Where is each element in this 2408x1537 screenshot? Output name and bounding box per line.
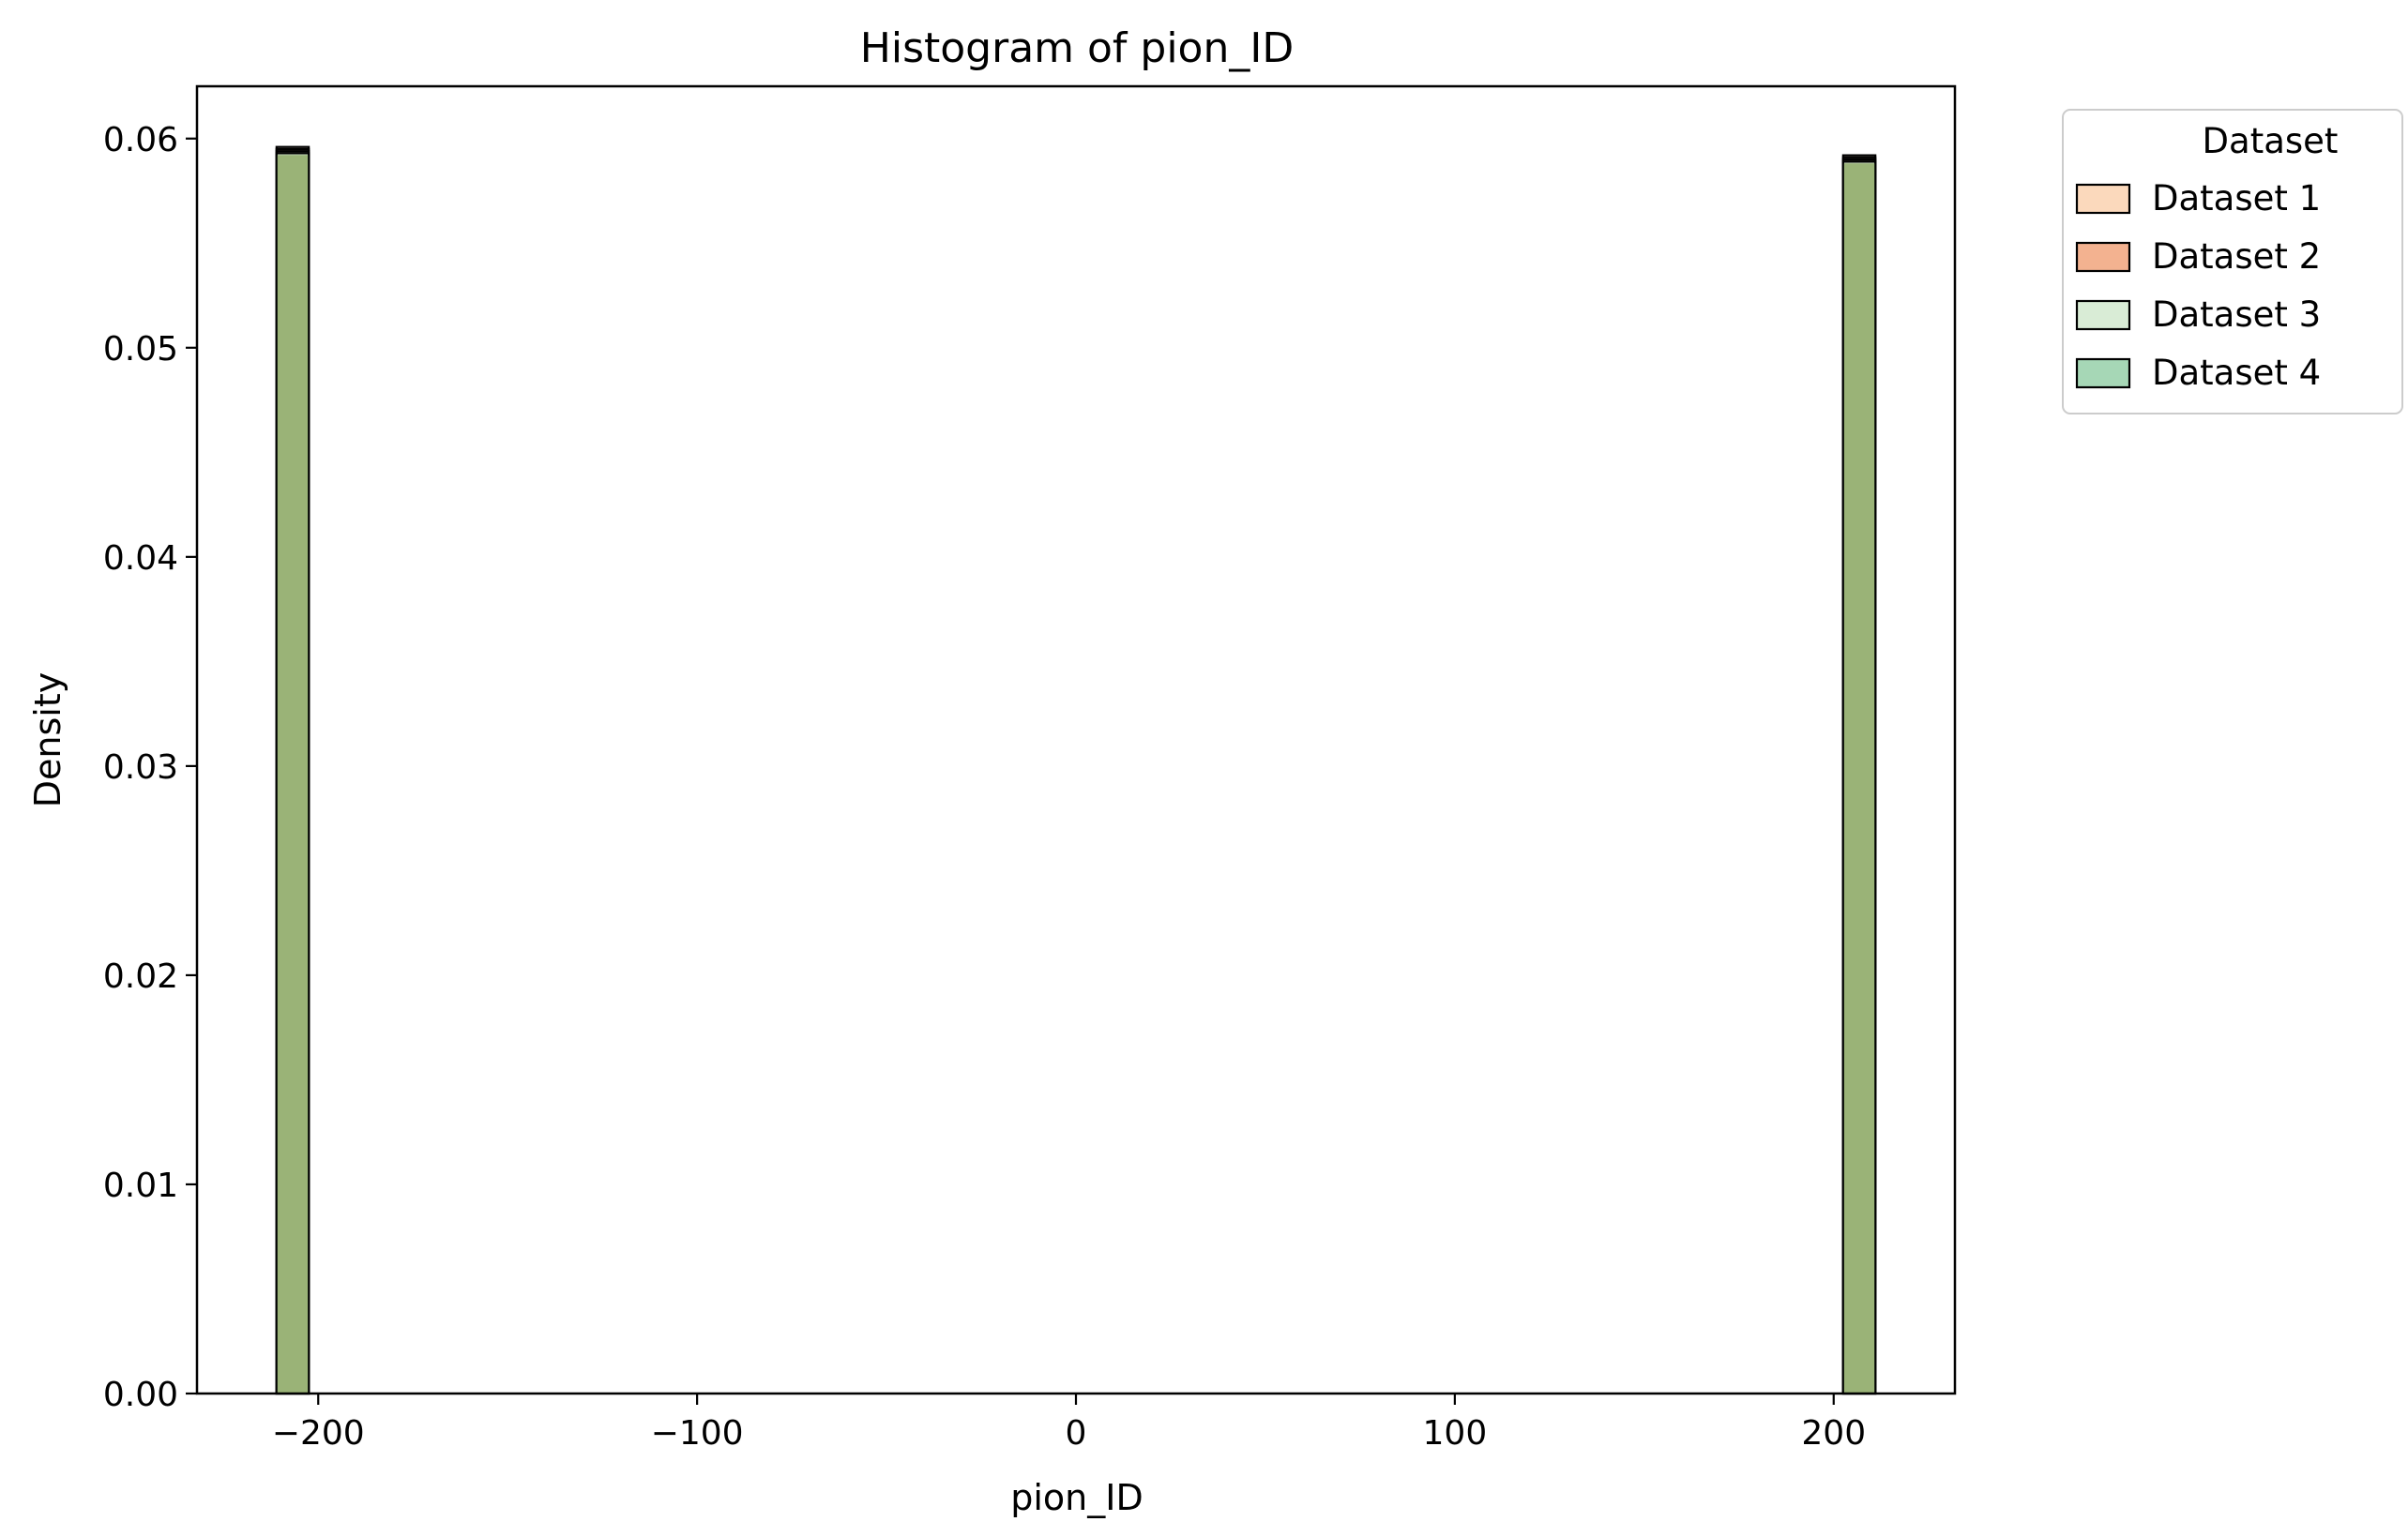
x-tick-label: −200: [272, 1414, 365, 1453]
x-tick-label: 100: [1423, 1414, 1488, 1453]
legend-swatch: [2075, 299, 2131, 331]
y-axis-label: Density: [27, 672, 68, 807]
legend-swatch: [2075, 357, 2131, 389]
bar-overlap-bin-2: [1843, 163, 1875, 1394]
legend-frame: [2062, 109, 2403, 414]
legend-label: Dataset 4: [2152, 353, 2321, 393]
y-tick-label: 0.01: [103, 1167, 178, 1205]
legend-label: Dataset 2: [2152, 236, 2321, 277]
plot-area: −200 −100 0 100 200 0.00 0.01 0.02 0.03 0.04 0.05…: [103, 84, 1957, 1453]
y-tick-label: 0.02: [103, 957, 178, 996]
bar-overlap-bin-1: [277, 155, 309, 1394]
y-tick-label: 0.04: [103, 539, 178, 578]
x-tick-label: 0: [1066, 1414, 1087, 1453]
y-tick-label: 0.00: [103, 1376, 178, 1414]
y-tick-label: 0.03: [103, 748, 178, 787]
legend-items: Dataset 1 Dataset 2 Dataset 3 Dataset 4: [2075, 178, 2321, 393]
y-tick-label: 0.06: [103, 121, 178, 159]
legend-label: Dataset 1: [2152, 178, 2321, 218]
x-tick-label: 200: [1801, 1414, 1866, 1453]
legend-label: Dataset 3: [2152, 294, 2321, 335]
x-tick-label: −100: [651, 1414, 744, 1453]
legend-swatch: [2075, 241, 2131, 273]
chart-title: Histogram of pion_ID: [860, 24, 1294, 72]
histogram-bars: [275, 145, 1877, 1395]
legend-title: Dataset: [2203, 121, 2339, 161]
y-tick-label: 0.05: [103, 330, 178, 369]
x-axis-ticks: −200 −100 0 100 200: [272, 1394, 1866, 1453]
x-axis-label: pion_ID: [1010, 1477, 1143, 1518]
y-axis-ticks: 0.00 0.01 0.02 0.03 0.04 0.05 0.06: [103, 121, 197, 1414]
legend-swatch: [2075, 183, 2131, 215]
